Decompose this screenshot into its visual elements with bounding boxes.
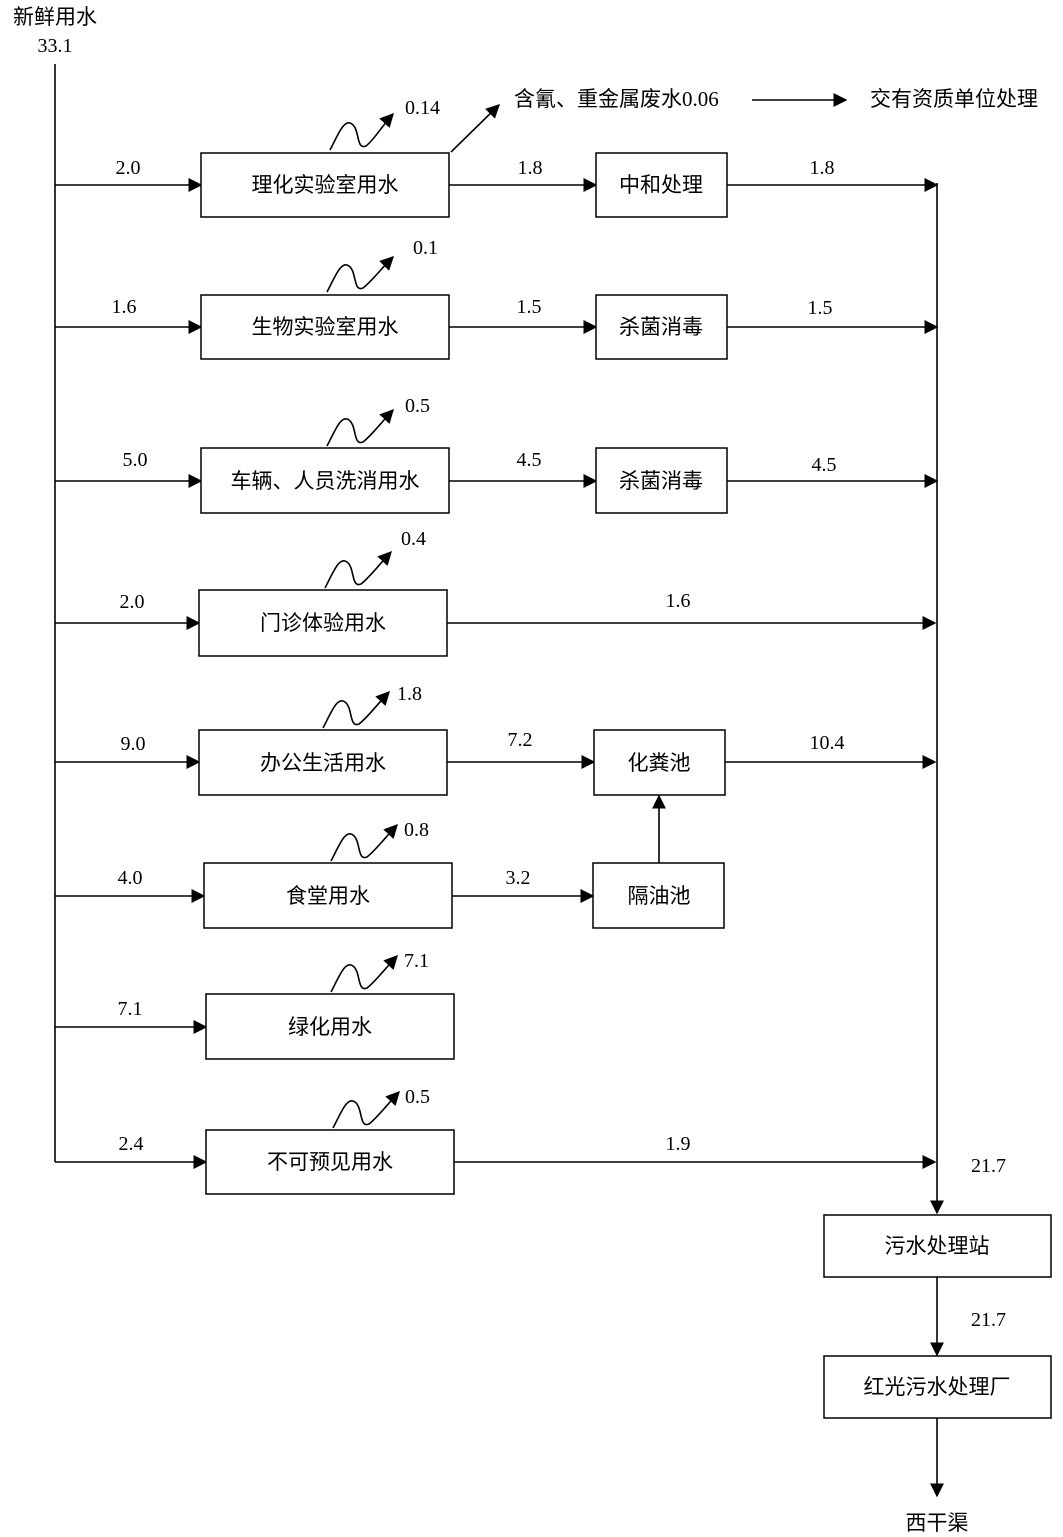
loss-value-office: 1.8	[397, 683, 422, 705]
process-box-canteen	[203, 862, 453, 929]
evaporation-icon-lab-chem	[329, 112, 394, 151]
treated-value-lab-chem: 1.8	[810, 157, 835, 179]
process-box-wash	[200, 447, 450, 514]
treatment-box-neutralization	[595, 152, 728, 218]
output-value-lab-bio: 1.5	[517, 296, 542, 318]
evaporation-icon-wash	[326, 408, 394, 447]
evaporation-icon-contingency	[332, 1090, 400, 1129]
sewage-station-label: 污水处理站	[885, 1234, 990, 1258]
supply-value-clinic: 2.0	[120, 591, 145, 613]
hazard-arrow	[450, 104, 501, 153]
supply-value-canteen: 4.0	[118, 867, 143, 889]
evaporation-icon-greening	[330, 954, 398, 993]
treated-value-lab-bio: 1.5	[808, 297, 833, 319]
treatment-label-disinfection-2: 杀菌消毒	[619, 469, 703, 493]
process-box-contingency	[205, 1129, 455, 1195]
process-box-lab-bio	[200, 294, 450, 360]
hazardous-waste-label: 含氰、重金属废水0.06	[514, 87, 719, 111]
process-label-office: 办公生活用水	[260, 751, 386, 775]
loss-value-wash: 0.5	[405, 395, 430, 417]
evaporation-icon-canteen	[330, 823, 398, 862]
process-label-clinic: 门诊体验用水	[260, 611, 386, 635]
process-label-canteen: 食堂用水	[286, 884, 370, 908]
loss-value-greening: 7.1	[404, 950, 429, 972]
loss-value-contingency: 0.5	[405, 1086, 430, 1108]
treatment-label-neutralization: 中和处理	[619, 173, 703, 197]
treatment-box-septic-tank	[593, 729, 726, 796]
treatment-box-grease-trap	[592, 862, 725, 929]
output-value-office: 7.2	[508, 729, 533, 751]
output-value-wash: 4.5	[517, 449, 542, 471]
treatment-label-septic-tank: 化粪池	[628, 751, 691, 775]
treated-value-office: 10.4	[810, 732, 845, 754]
source-label: 新鲜用水	[13, 5, 97, 29]
supply-value-greening: 7.1	[118, 998, 143, 1020]
municipal-plant-box	[823, 1355, 1052, 1419]
hazard-disposal-label: 交有资质单位处理	[870, 87, 1038, 111]
treated-value-wash: 4.5	[812, 454, 837, 476]
municipal-plant-label: 红光污水处理厂	[864, 1375, 1011, 1399]
collector-total-value: 21.7	[971, 1155, 1006, 1177]
output-value-lab-chem: 1.8	[518, 157, 543, 179]
evaporation-icon-clinic	[324, 550, 392, 589]
process-label-greening: 绿化用水	[288, 1015, 372, 1039]
process-box-greening	[205, 993, 455, 1060]
output-value-contingency: 1.9	[666, 1133, 691, 1155]
process-label-contingency: 不可预见用水	[267, 1150, 393, 1174]
process-label-wash: 车辆、人员洗消用水	[231, 469, 420, 493]
supply-value-lab-bio: 1.6	[112, 296, 137, 318]
loss-value-canteen: 0.8	[404, 819, 429, 841]
discharge-label: 西干渠	[906, 1511, 969, 1535]
treatment-label-disinfection-1: 杀菌消毒	[619, 315, 703, 339]
treatment-box-disinfection-2	[595, 447, 728, 514]
evaporation-icon-lab-bio	[326, 256, 394, 293]
process-box-clinic	[198, 589, 448, 657]
station-output-value: 21.7	[971, 1309, 1006, 1331]
evaporation-icon-office	[322, 690, 390, 729]
loss-value-lab-bio: 0.1	[413, 237, 438, 259]
process-box-office	[198, 729, 448, 796]
supply-value-wash: 5.0	[123, 449, 148, 471]
supply-value-office: 9.0	[121, 733, 146, 755]
treatment-label-grease-trap: 隔油池	[628, 884, 691, 908]
supply-value-contingency: 2.4	[119, 1133, 144, 1155]
process-box-lab-chem	[200, 152, 450, 218]
output-value-clinic: 1.6	[666, 590, 691, 612]
output-value-canteen: 3.2	[506, 867, 531, 889]
supply-value-lab-chem: 2.0	[116, 157, 141, 179]
loss-value-lab-chem: 0.14	[405, 97, 440, 119]
process-label-lab-bio: 生物实验室用水	[252, 315, 399, 339]
source-value: 33.1	[38, 35, 73, 57]
process-label-lab-chem: 理化实验室用水	[252, 173, 399, 197]
loss-value-clinic: 0.4	[401, 528, 426, 550]
